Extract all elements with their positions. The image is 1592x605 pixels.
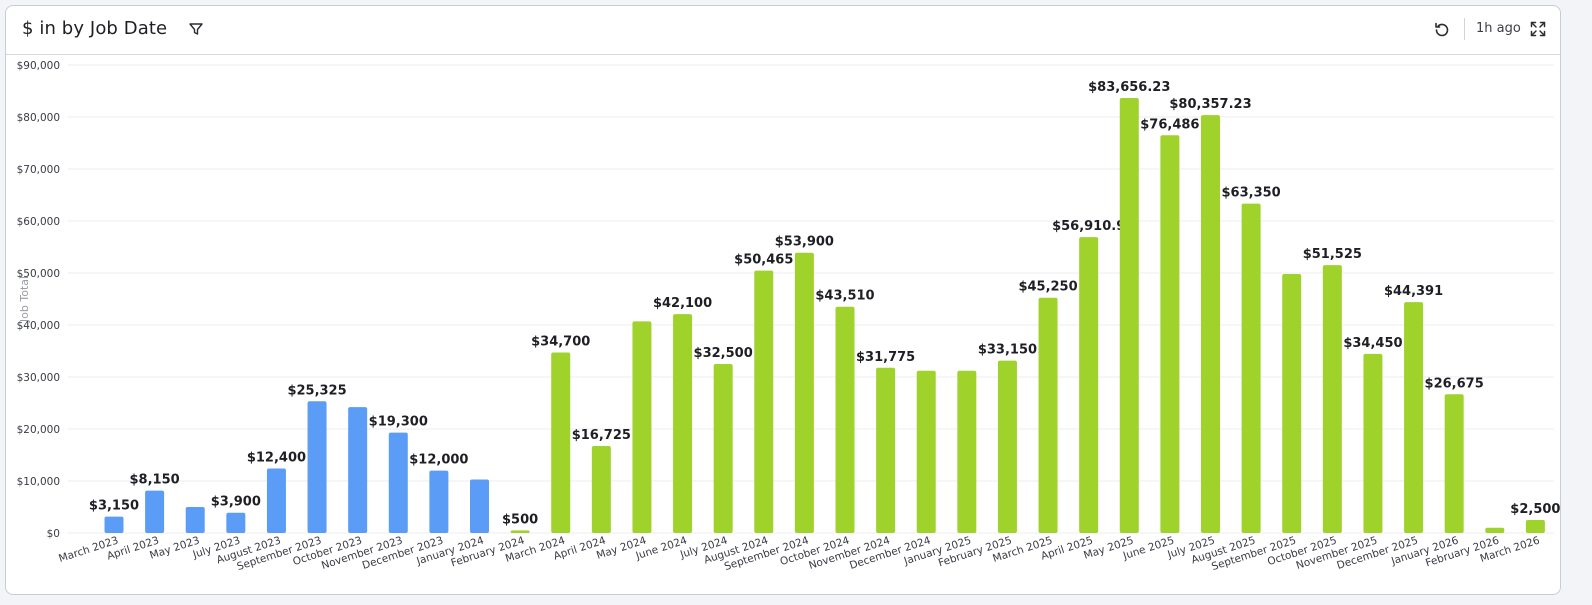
card-header: $ in by Job Date 1h ago <box>6 6 1560 55</box>
bar <box>1363 353 1383 533</box>
bar <box>673 314 693 533</box>
bar <box>591 446 611 533</box>
bar <box>429 470 449 533</box>
data-label: $34,450 <box>1343 336 1402 351</box>
data-label: $50,465 <box>734 253 793 268</box>
bar <box>470 479 489 533</box>
data-label: $12,400 <box>247 451 306 466</box>
bar <box>1322 265 1342 533</box>
y-tick-label: $90,000 <box>17 60 60 72</box>
bar <box>1160 135 1180 533</box>
data-label: $19,300 <box>369 415 428 430</box>
bar <box>754 270 774 533</box>
data-label: $83,656.23 <box>1088 80 1170 95</box>
data-label: $16,725 <box>572 428 631 443</box>
bar <box>1485 527 1505 533</box>
header-divider <box>1464 18 1465 40</box>
chart-card: $ in by Job Date 1h ago $0 $10,000 $20,000… <box>5 5 1561 595</box>
bar <box>266 468 286 533</box>
last-updated-text: 1h ago <box>1476 21 1521 36</box>
bar <box>1282 274 1302 533</box>
data-label: $32,500 <box>694 346 753 361</box>
bar <box>307 401 327 533</box>
bar <box>348 407 368 533</box>
data-label: $2,500 <box>1510 502 1560 517</box>
bar <box>1201 115 1220 534</box>
data-label: $44,391 <box>1384 284 1443 299</box>
data-label: $500 <box>502 512 538 527</box>
data-label: $12,000 <box>409 453 468 468</box>
bar <box>1038 297 1058 533</box>
expand-icon[interactable] <box>1529 20 1547 38</box>
data-label: $80,357.23 <box>1169 97 1251 112</box>
bar <box>226 512 246 533</box>
data-label: $26,675 <box>1425 376 1484 391</box>
bar <box>835 306 855 533</box>
bar <box>876 367 896 533</box>
bar <box>1119 97 1139 533</box>
bar <box>551 352 571 533</box>
y-tick-label: $30,000 <box>17 372 60 384</box>
y-tick-label: $70,000 <box>17 164 60 176</box>
data-label: $3,900 <box>211 495 261 510</box>
bar <box>713 364 733 533</box>
y-tick-label: $20,000 <box>17 424 60 436</box>
data-label: $25,325 <box>287 383 346 398</box>
data-label: $56,910.9 <box>1052 219 1125 234</box>
bar <box>104 516 124 533</box>
y-tick-label: $40,000 <box>17 320 60 332</box>
bar <box>388 432 408 533</box>
bar <box>916 370 936 533</box>
data-label: $63,350 <box>1222 186 1281 201</box>
data-label: $76,486 <box>1140 117 1199 132</box>
y-tick-label: $60,000 <box>17 216 60 228</box>
data-label: $42,100 <box>653 296 712 311</box>
y-tick-label: $0 <box>47 528 60 540</box>
y-tick-label: $10,000 <box>17 476 60 488</box>
y-axis-label: Job Total <box>18 276 31 323</box>
bar <box>1444 394 1464 533</box>
data-label: $31,775 <box>856 350 915 365</box>
bar <box>1404 302 1424 533</box>
data-label: $51,525 <box>1303 247 1362 262</box>
y-tick-label: $50,000 <box>17 268 60 280</box>
filter-icon[interactable] <box>187 20 205 38</box>
bar <box>1525 520 1545 533</box>
y-tick-label: $80,000 <box>17 112 60 124</box>
bar <box>145 490 165 533</box>
chart-title: $ in by Job Date <box>22 18 168 39</box>
data-label: $33,150 <box>978 343 1037 358</box>
bar <box>1079 237 1099 533</box>
bar <box>632 321 652 533</box>
data-label: $45,250 <box>1018 280 1077 295</box>
bar <box>997 360 1017 533</box>
bar <box>185 507 205 533</box>
bar <box>794 252 814 533</box>
bar <box>957 370 977 533</box>
data-label: $8,150 <box>130 473 180 488</box>
data-label: $53,900 <box>775 235 834 250</box>
data-label: $43,510 <box>815 289 874 304</box>
bar <box>1241 203 1261 533</box>
bar <box>510 530 530 533</box>
data-label: $3,150 <box>89 499 139 514</box>
data-label: $34,700 <box>531 335 590 350</box>
refresh-icon[interactable] <box>1432 20 1452 40</box>
bar-chart: $0 $10,000 $20,000 $30,000 $40,000 $50,000 $60… <box>17 60 1560 573</box>
